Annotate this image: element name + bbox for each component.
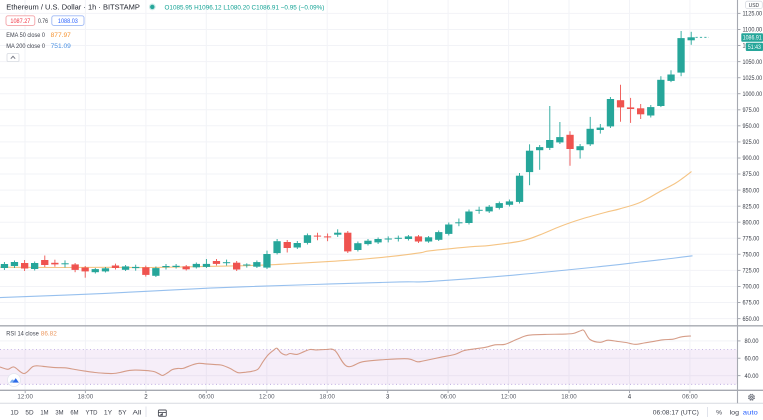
svg-text:5Y: 5Y [118, 410, 127, 417]
svg-text:1000.00: 1000.00 [743, 91, 763, 98]
svg-text:1050.00: 1050.00 [743, 59, 763, 66]
svg-text:825.00: 825.00 [743, 203, 760, 210]
svg-text:Ethereum / U.S. Dollar · 1h ·: Ethereum / U.S. Dollar · 1h · BITSTAMP [6, 3, 140, 12]
svg-text:18:00: 18:00 [561, 393, 577, 400]
svg-text:3: 3 [386, 393, 390, 400]
svg-text:RSI 14 close: RSI 14 close [6, 330, 39, 337]
svg-text:5D: 5D [25, 410, 33, 417]
svg-text:1125.00: 1125.00 [743, 11, 763, 18]
svg-text:51:43: 51:43 [748, 44, 761, 51]
svg-text:86.82: 86.82 [41, 330, 57, 337]
svg-text:EMA 50 close 0: EMA 50 close 0 [6, 32, 45, 39]
svg-text:925.00: 925.00 [743, 139, 760, 146]
svg-text:1M: 1M [40, 410, 48, 417]
svg-text:950.00: 950.00 [743, 123, 760, 130]
svg-text:751.09: 751.09 [51, 43, 72, 50]
svg-text:YTD: YTD [86, 410, 98, 417]
svg-text:6M: 6M [70, 410, 78, 417]
svg-text:875.00: 875.00 [743, 171, 760, 178]
svg-text:auto: auto [743, 410, 758, 417]
svg-text:1087.27: 1087.27 [10, 18, 30, 25]
svg-text:1D: 1D [10, 410, 18, 417]
svg-text:log: log [730, 410, 740, 417]
svg-text:800.00: 800.00 [743, 219, 760, 226]
svg-text:40.00: 40.00 [745, 373, 760, 380]
svg-text:650.00: 650.00 [743, 316, 760, 323]
svg-text:1100.00: 1100.00 [743, 27, 763, 34]
svg-text:18:00: 18:00 [319, 393, 335, 400]
svg-text:1025.00: 1025.00 [743, 75, 763, 82]
svg-text:725.00: 725.00 [743, 268, 760, 275]
svg-text:700.00: 700.00 [743, 284, 760, 291]
svg-text:0.76: 0.76 [38, 19, 49, 25]
svg-text:06:08:17 (UTC): 06:08:17 (UTC) [653, 410, 699, 417]
svg-text:18:00: 18:00 [78, 393, 94, 400]
svg-text:06:00: 06:00 [199, 393, 215, 400]
svg-text:%: % [716, 410, 722, 417]
svg-text:1Y: 1Y [104, 410, 113, 417]
svg-text:750.00: 750.00 [743, 252, 760, 259]
svg-text:2: 2 [144, 393, 148, 400]
svg-text:12:00: 12:00 [259, 393, 275, 400]
svg-text:USD: USD [749, 3, 760, 9]
svg-text:All: All [133, 410, 143, 417]
svg-text:1086.91: 1086.91 [743, 35, 762, 42]
svg-text:975.00: 975.00 [743, 107, 760, 114]
svg-text:60.00: 60.00 [745, 355, 760, 362]
svg-text:12:00: 12:00 [17, 393, 33, 400]
svg-text:O1085.95 H1096.12 L1080.20 C10: O1085.95 H1096.12 L1080.20 C1086.91 −0.9… [165, 4, 325, 11]
svg-text:1088.03: 1088.03 [58, 18, 78, 25]
svg-text:80.00: 80.00 [745, 338, 760, 345]
svg-text:12:00: 12:00 [501, 393, 517, 400]
svg-text:06:00: 06:00 [440, 393, 456, 400]
svg-text:3M: 3M [55, 410, 63, 417]
svg-text:850.00: 850.00 [743, 187, 760, 194]
svg-text:900.00: 900.00 [743, 155, 760, 162]
svg-text:775.00: 775.00 [743, 236, 760, 243]
svg-text:MA 200 close 0: MA 200 close 0 [6, 43, 45, 50]
svg-text:4: 4 [628, 393, 632, 400]
svg-text:06:00: 06:00 [682, 393, 698, 400]
svg-text:877.97: 877.97 [51, 32, 72, 39]
svg-text:675.00: 675.00 [743, 300, 760, 307]
